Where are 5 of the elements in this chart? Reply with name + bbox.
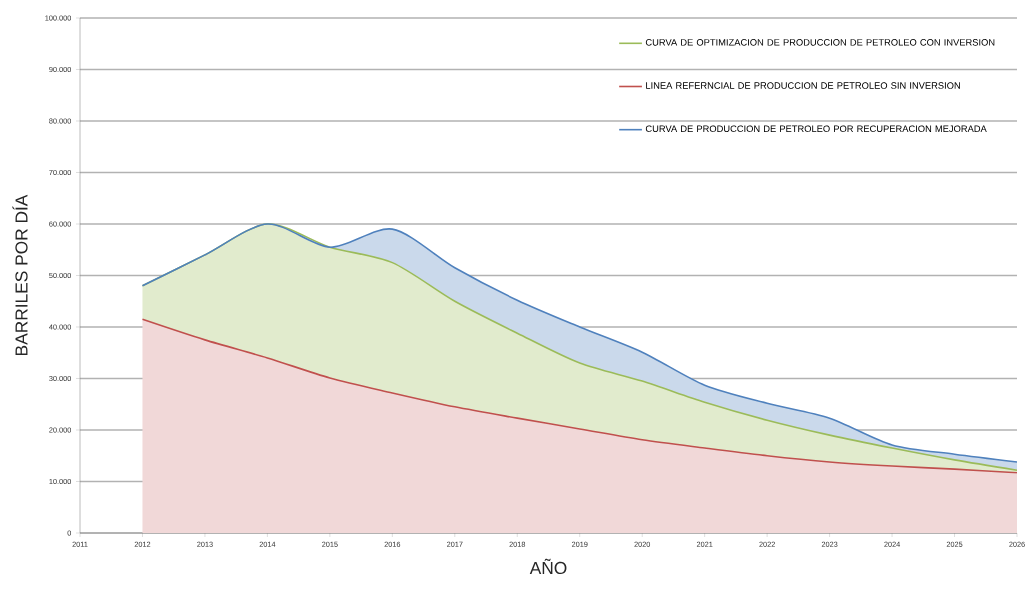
legend-label: CURVA DE PRODUCCION DE PETROLEO POR RECUPERACION MEJORADA <box>645 125 987 133</box>
legend-label: CURVA DE OPTIMIZACION DE PRODUCCION DE PETROLEO CON INVERSION <box>645 39 995 46</box>
y-axis-title: BARRILES POR DÍA <box>12 194 28 355</box>
x-axis-title: AÑO <box>529 558 567 575</box>
legend-label: LINEA REFERNCIAL DE PRODUCCION DE PETROLEO SIN INVERSION <box>646 82 960 89</box>
